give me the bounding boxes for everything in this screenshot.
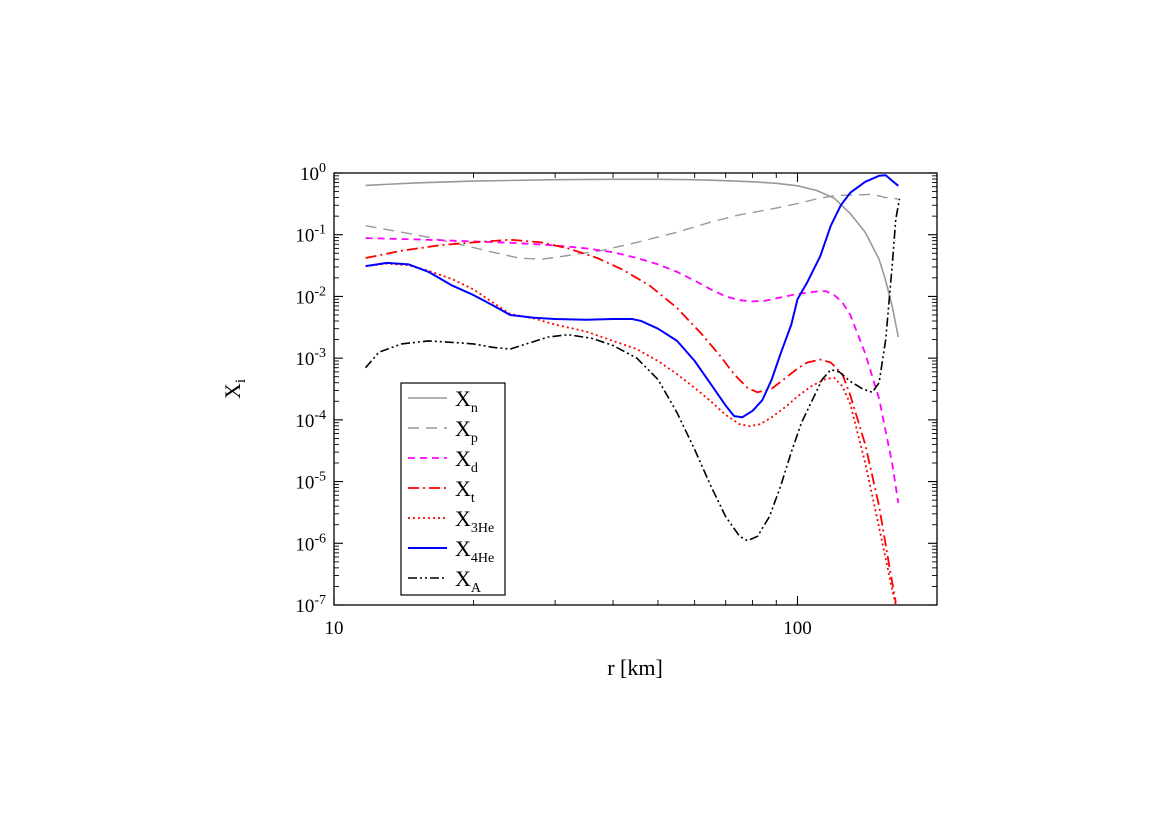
y-axis-title: Xi [220, 379, 249, 399]
y-tick-label: 10-1 [295, 223, 326, 247]
y-tick-label-base: 10 [295, 349, 314, 370]
y-axis-title-sub: i [233, 379, 249, 383]
legend-label-sub: 3He [471, 521, 494, 536]
y-tick-label-exp: -1 [314, 223, 326, 238]
y-tick-label-exp: -3 [314, 346, 326, 361]
plot-frame [333, 172, 938, 606]
series-line-x4he [365, 174, 899, 419]
y-tick-label-base: 10 [295, 287, 314, 308]
x-tick-label: 10 [325, 618, 344, 639]
series-line-xp [365, 193, 899, 260]
y-tick-label-base: 10 [295, 226, 314, 247]
y-tick-label-base: 10 [295, 534, 314, 555]
y-tick-label: 10-2 [295, 284, 326, 308]
y-tick-label: 10-5 [295, 470, 326, 494]
legend-label: X3He [455, 506, 494, 536]
legend-label: Xn [455, 386, 478, 416]
legend-label: Xt [455, 476, 475, 506]
series-line-x3he [365, 262, 897, 606]
x-axis-title: r [km] [607, 655, 663, 680]
legend-box [400, 382, 506, 596]
series-line-xt [365, 238, 897, 603]
series-line-xa [364, 198, 901, 542]
y-tick-label-exp: -2 [314, 284, 326, 299]
y-tick-label: 10-4 [295, 408, 326, 432]
y-tick-label-exp: -5 [314, 470, 326, 485]
y-tick-label-exp: -4 [314, 408, 326, 423]
series-group [364, 174, 901, 606]
legend-label-sub: A [471, 581, 482, 596]
legend-label-sub: 4He [471, 551, 494, 566]
y-tick-label: 10-7 [295, 593, 326, 617]
y-tick-label-exp: 0 [319, 161, 326, 176]
legend-label-main: X [455, 506, 471, 531]
y-tick-label-exp: -7 [314, 593, 326, 608]
legend-label: Xd [455, 446, 478, 476]
legend-label-sub: n [471, 401, 478, 416]
legend-label-sub: t [471, 491, 475, 506]
legend-label-sub: d [471, 461, 478, 476]
legend-label-main: X [455, 416, 471, 441]
legend-label-main: X [455, 446, 471, 471]
legend-label-main: X [455, 386, 471, 411]
legend-label-sub: p [471, 431, 478, 446]
series-line-xn [365, 178, 900, 338]
legend-label: XA [455, 566, 482, 596]
y-tick-label-base: 10 [295, 473, 314, 494]
y-tick-label: 10-6 [295, 531, 326, 555]
axis-ticks [333, 172, 938, 606]
y-tick-label: 100 [300, 161, 326, 185]
x-tick-label: 100 [783, 618, 812, 639]
y-tick-label-base: 10 [300, 164, 319, 185]
legend-label-main: X [455, 476, 471, 501]
y-tick-label: 10-3 [295, 346, 326, 370]
y-tick-label-exp: -6 [314, 531, 326, 546]
y-tick-label-base: 10 [295, 596, 314, 617]
legend-label-main: X [455, 536, 471, 561]
y-tick-label-base: 10 [295, 411, 314, 432]
legend-label: Xp [455, 416, 478, 446]
y-axis-title-main: X [220, 383, 245, 399]
legend-label: X4He [455, 536, 494, 566]
legend-label-main: X [455, 566, 471, 591]
